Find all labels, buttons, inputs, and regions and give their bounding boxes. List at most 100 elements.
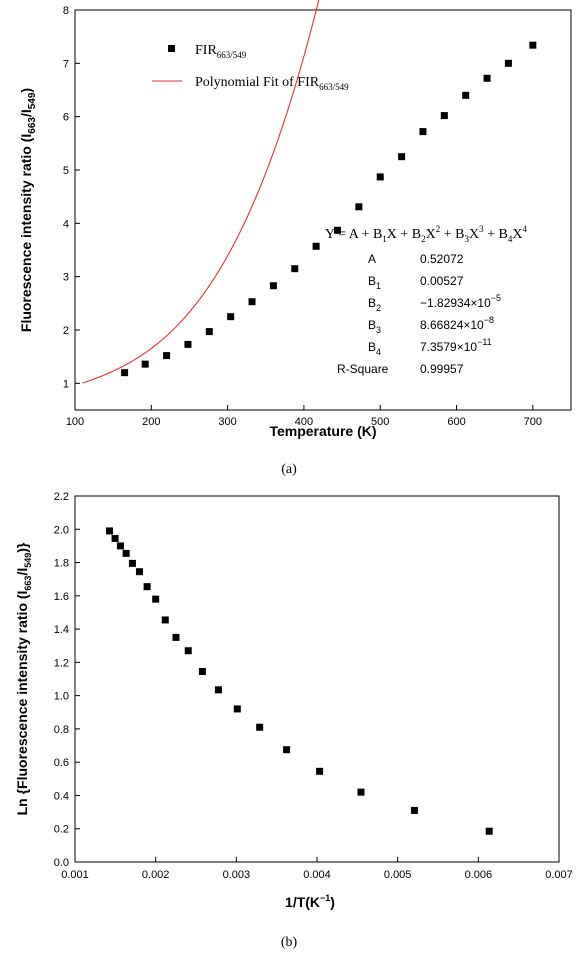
y-axis-title-a: Fluorescence intensity ratio (I663/I549)	[18, 88, 38, 332]
data-point-b	[410, 806, 418, 814]
axis-ticks-a: 100 200 300 400 500 600 700 1 2 3 4 5 6 7 8	[63, 5, 542, 428]
data-point-b	[111, 534, 119, 542]
data-point-b	[128, 559, 136, 567]
data-point-a	[269, 282, 277, 290]
legend-label-scatter: FIR663/549	[195, 43, 247, 60]
data-point-b	[214, 686, 222, 694]
param-value: 0.99957	[420, 362, 464, 376]
param-value: 0.00527	[420, 274, 464, 288]
x-tick-label-b: 0.006	[465, 869, 493, 881]
data-point-a	[333, 226, 341, 234]
param-name: B1	[368, 274, 381, 291]
data-point-b	[143, 583, 151, 591]
panel-a: 100 200 300 400 500 600 700 1 2 3 4 5 6 7 8 FIR663/549…	[18, 0, 572, 477]
y-tick-label-a: 7	[63, 58, 69, 70]
param-name: B3	[368, 318, 381, 335]
data-point-b	[106, 527, 114, 535]
legend-a: FIR663/549 Polynomial Fit of FIR663/549	[152, 43, 349, 92]
y-tick-label-b: 1.8	[54, 558, 69, 570]
data-point-a	[376, 173, 384, 181]
axis-ticks-b: 0.001 0.002 0.003 0.004 0.005 0.006 0.007 0.0 0.…	[54, 491, 573, 881]
data-point-a	[227, 313, 235, 321]
y-tick-label-b: 1.4	[54, 624, 69, 636]
data-point-a	[419, 128, 427, 136]
fit-curve	[82, 0, 320, 384]
panel-label-a: (a)	[281, 462, 297, 477]
data-point-a	[291, 265, 299, 273]
x-tick-label-a: 400	[295, 416, 313, 428]
y-tick-label-a: 4	[63, 218, 69, 230]
y-tick-label-b: 1.0	[54, 691, 69, 703]
data-point-a	[248, 298, 256, 306]
y-tick-label-a: 6	[63, 112, 69, 124]
plot-frame-a	[74, 9, 572, 411]
data-point-a	[184, 340, 192, 348]
data-point-a	[529, 41, 537, 49]
data-point-a	[163, 352, 171, 360]
x-tick-label-b: 0.002	[142, 869, 170, 881]
data-point-b	[135, 568, 143, 576]
y-tick-label-b: 1.2	[54, 657, 69, 669]
data-point-b	[256, 723, 264, 731]
param-value: 8.66824×10−8	[420, 315, 494, 332]
y-tick-label-a: 5	[63, 165, 69, 177]
data-point-b	[122, 549, 130, 557]
x-tick-label-a: 200	[142, 416, 160, 428]
data-points-b	[106, 527, 493, 835]
y-axis-title-b: Ln {Fluorescence intensity ratio (I663/I…	[14, 542, 33, 815]
param-name: B2	[368, 296, 381, 313]
data-point-b	[172, 633, 180, 641]
data-point-a	[462, 91, 470, 99]
x-tick-label-b: 0.005	[384, 869, 412, 881]
x-tick-label-a: 500	[371, 416, 389, 428]
param-value: 7.3579×10−11	[420, 337, 492, 354]
data-point-a	[483, 74, 491, 82]
data-point-a	[355, 203, 363, 211]
data-point-b	[152, 595, 160, 603]
x-tick-label-a: 300	[218, 416, 236, 428]
param-value: 0.52072	[420, 252, 464, 266]
data-point-a	[398, 153, 406, 161]
y-tick-label-b: 0.4	[54, 790, 69, 802]
y-tick-label-a: 1	[63, 378, 69, 390]
plot-frame-b	[74, 495, 560, 863]
data-point-a	[312, 242, 320, 250]
panel-b: 0.001 0.002 0.003 0.004 0.005 0.006 0.007 0.0 0.…	[14, 491, 573, 950]
data-point-b	[283, 746, 291, 754]
data-points-a	[121, 41, 537, 377]
panel-label-b: (b)	[281, 935, 298, 950]
param-name: A	[368, 252, 376, 266]
y-tick-label-b: 1.6	[54, 591, 69, 603]
x-axis-title-a: Temperature (K)	[269, 423, 376, 439]
x-tick-label-a: 600	[447, 416, 465, 428]
y-tick-label-a: 3	[63, 272, 69, 284]
data-point-b	[233, 705, 241, 713]
y-tick-label-a: 8	[63, 5, 69, 17]
data-point-b	[116, 542, 124, 550]
x-tick-label-a: 700	[524, 416, 542, 428]
data-point-a	[121, 369, 129, 377]
fit-equation: Y = A + B1X + B2X2 + B3X3 + B4X4	[325, 224, 527, 244]
legend-marker	[168, 45, 175, 52]
params-table: A 0.52072 B1 0.00527 B2 −1.82934×10−5 B3 8.6682…	[337, 252, 501, 376]
y-tick-label-a: 2	[63, 325, 69, 337]
data-point-a	[205, 328, 213, 336]
param-name: R-Square	[337, 362, 389, 376]
legend-label-fit: Polynomial Fit of FIR663/549	[195, 75, 349, 92]
data-point-b	[161, 616, 169, 624]
data-point-a	[141, 360, 149, 368]
y-tick-label-b: 2.0	[54, 524, 69, 536]
data-point-b	[198, 668, 206, 676]
y-tick-label-b: 0.6	[54, 757, 69, 769]
data-point-a	[440, 112, 448, 120]
data-point-a	[504, 59, 512, 67]
data-point-b	[316, 767, 324, 775]
x-tick-label-b: 0.003	[223, 869, 251, 881]
y-tick-label-b: 0.8	[54, 724, 69, 736]
x-tick-label-b: 0.007	[545, 869, 573, 881]
y-tick-label-b: 0.0	[54, 857, 69, 869]
x-tick-label-a: 100	[66, 416, 84, 428]
param-name: B4	[368, 340, 381, 357]
data-point-b	[357, 788, 365, 796]
